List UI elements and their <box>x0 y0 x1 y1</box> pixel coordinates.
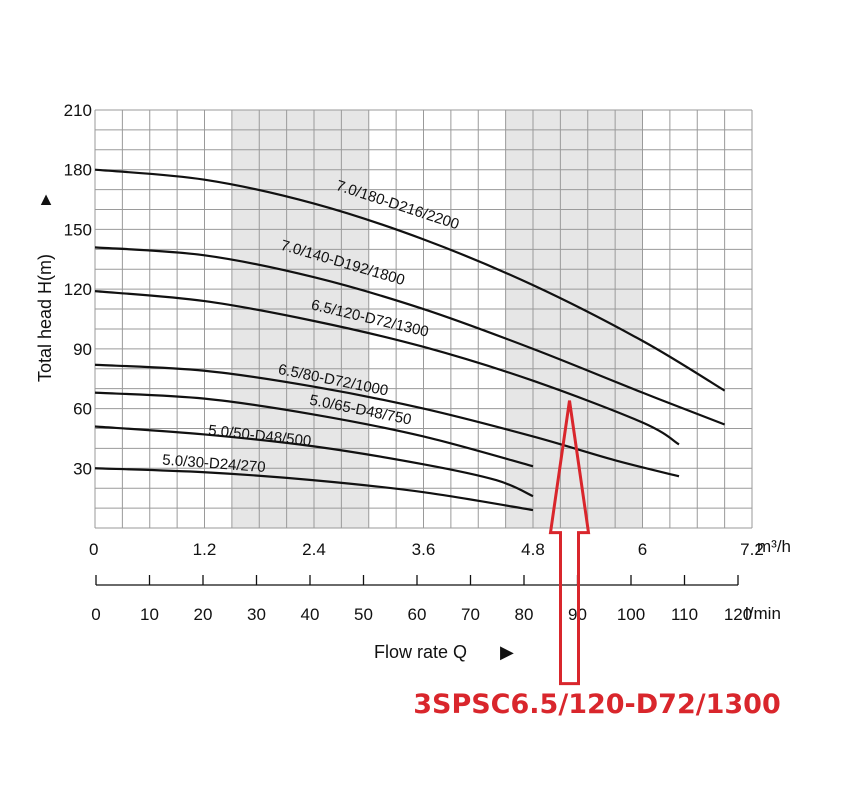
y-axis-tick-labels: 30 60 90 120 150 180 210 <box>64 101 92 478</box>
x2-tick-label: 20 <box>194 605 213 624</box>
x-tick-label: 2.4 <box>302 540 326 559</box>
curve-6-5-120-D72-1300 <box>94 290 680 446</box>
curve-6-5-80-D72-1000 <box>94 363 680 478</box>
x2-tick-label: 110 <box>671 605 698 624</box>
x-tick-label: 4.8 <box>521 540 545 559</box>
x-axis-unit-lmin: l/min <box>745 604 781 623</box>
shaded-regions <box>231 110 643 528</box>
x2-tick-label: 70 <box>461 605 480 624</box>
y-tick-label: 90 <box>73 340 92 359</box>
x-tick-label: 7.2 <box>740 540 764 559</box>
x2-tick-label: 100 <box>617 605 645 624</box>
curve-5-0-50-D48-500 <box>94 425 534 498</box>
model-callout: 3SPSC6.5/120-D72/1300 <box>413 400 781 720</box>
x-axis-title: Flow rate Q <box>374 642 467 662</box>
x2-tick-label: 80 <box>515 605 534 624</box>
x-axis-tick-labels-m3h: 0 1.2 2.4 3.6 4.8 6 7.2 <box>89 540 764 559</box>
x-tick-label: 6 <box>638 540 647 559</box>
x2-tick-label: 60 <box>408 605 427 624</box>
x2-tick-label: 50 <box>354 605 373 624</box>
y-tick-label: 210 <box>64 101 92 120</box>
x-tick-label: 1.2 <box>193 540 217 559</box>
curve-7-0-140-D192-1800 <box>94 246 726 426</box>
curve-5-0-65-D48-750 <box>94 391 534 468</box>
performance-curves <box>94 168 726 512</box>
x2-tick-label: 40 <box>301 605 320 624</box>
callout-text: 3SPSC6.5/120-D72/1300 <box>413 689 781 720</box>
grid-lines <box>94 109 753 529</box>
shaded-band <box>505 110 643 528</box>
x2-tick-label: 0 <box>91 605 100 624</box>
x2-tick-label: 10 <box>140 605 159 624</box>
y-tick-label: 180 <box>64 161 92 180</box>
x2-tick-label: 120 <box>724 605 752 624</box>
x-tick-label: 3.6 <box>412 540 436 559</box>
red-arrow-icon <box>548 400 591 686</box>
y-tick-label: 120 <box>64 280 92 299</box>
y-tick-label: 30 <box>73 459 92 478</box>
curve-5-0-30-D24-270 <box>94 467 534 512</box>
x2-tick-label: 30 <box>247 605 266 624</box>
x-axis-unit-m3h: m³/h <box>757 537 791 556</box>
y-tick-label: 60 <box>73 400 92 419</box>
x-axis-arrow-icon: ▶ <box>500 642 514 662</box>
y-tick-label: 150 <box>64 220 92 239</box>
y-axis-arrow-icon: ▲ <box>37 189 55 209</box>
y-axis-title: Total head H(m) <box>35 254 55 382</box>
x-axis-lmin: 0 10 20 30 40 50 60 70 80 90 100 110 120 <box>91 575 752 624</box>
x-tick-label: 0 <box>89 540 98 559</box>
curve-7-0-180-D216-2200 <box>94 168 726 392</box>
